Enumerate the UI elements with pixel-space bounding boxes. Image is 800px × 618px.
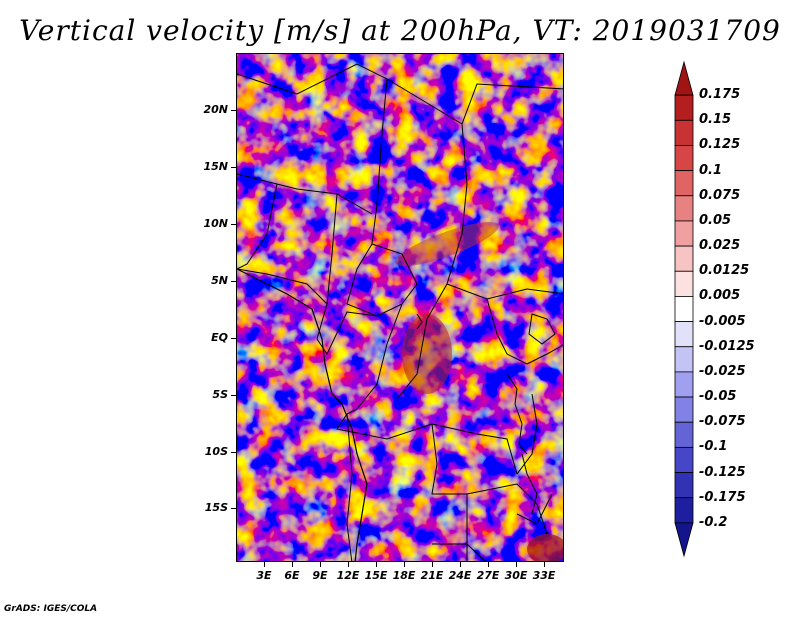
colorbar-label: -0.125 (699, 464, 746, 480)
grads-credit: GrADS: IGES/COLA (4, 604, 98, 614)
colorbar-label: 0.125 (699, 137, 741, 153)
colorbar-segment (674, 195, 694, 222)
lon-tick (544, 562, 545, 567)
colorbar-segment (674, 346, 694, 373)
lon-label-24e: 24E (448, 569, 472, 582)
lat-tick (231, 508, 236, 509)
lat-label-20n: 20N (203, 103, 228, 116)
lon-tick (488, 562, 489, 567)
colorbar-label: 0.05 (699, 212, 732, 228)
colorbar-label: -0.2 (699, 514, 728, 530)
lat-tick (231, 452, 236, 453)
lat-label-eq: EQ (211, 331, 228, 344)
lon-tick (432, 562, 433, 567)
colorbar-label: 0.075 (699, 187, 741, 203)
lat-label-5s: 5S (212, 388, 228, 401)
lon-tick (460, 562, 461, 567)
lat-label-15n: 15N (203, 160, 228, 173)
colorbar (674, 60, 694, 558)
colorbar-bottom-arrow (674, 522, 694, 558)
colorbar-segment (674, 321, 694, 348)
lat-tick (231, 281, 236, 282)
lat-label-10s: 10S (204, 445, 228, 458)
colorbar-segment (674, 421, 694, 448)
lon-label-33e: 33E (532, 569, 556, 582)
lat-tick (231, 110, 236, 111)
plot-title: Vertical velocity [m/s] at 200hPa, VT: 2… (19, 14, 781, 47)
lat-label-10n: 10N (203, 217, 228, 230)
lakes (416, 313, 556, 515)
colorbar-label: 0.1 (699, 162, 723, 178)
colorbar-segment (674, 270, 694, 297)
colorbar-segment (674, 119, 694, 146)
lon-tick (516, 562, 517, 567)
colorbar-segment (674, 396, 694, 423)
lat-label-5n: 5N (211, 274, 228, 287)
lon-label-12e: 12E (336, 569, 360, 582)
country-borders (237, 63, 563, 561)
lon-tick (376, 562, 377, 567)
lat-label-15s: 15S (204, 501, 228, 514)
colorbar-label: 0.005 (699, 288, 741, 304)
lat-tick (231, 338, 236, 339)
colorbar-label: 0.0125 (699, 263, 750, 279)
colorbar-label: -0.175 (699, 489, 746, 505)
updraft-patch (395, 222, 499, 266)
velocity-map (236, 53, 564, 562)
colorbar-label: -0.0125 (699, 338, 755, 354)
colorbar-top-arrow (674, 60, 694, 96)
velocity-field (237, 54, 563, 561)
colorbar-segment (674, 371, 694, 398)
colorbar-label: -0.075 (699, 414, 746, 430)
lon-label-3e: 3E (256, 569, 272, 582)
coastline (237, 268, 368, 561)
lon-tick (264, 562, 265, 567)
lon-tick (348, 562, 349, 567)
lon-label-30e: 30E (504, 569, 528, 582)
updraft-patch (527, 534, 563, 561)
lat-tick (231, 395, 236, 396)
colorbar-label: 0.025 (699, 238, 741, 254)
colorbar-segment (674, 245, 694, 272)
lon-label-6e: 6E (284, 569, 300, 582)
lat-tick (231, 224, 236, 225)
colorbar-label: 0.15 (699, 112, 732, 128)
lon-label-21e: 21E (420, 569, 444, 582)
lat-tick (231, 167, 236, 168)
colorbar-label: -0.1 (699, 439, 728, 455)
lon-tick (404, 562, 405, 567)
colorbar-segment (674, 446, 694, 473)
lon-label-15e: 15E (364, 569, 388, 582)
colorbar-label: -0.05 (699, 389, 737, 405)
colorbar-segment (674, 170, 694, 197)
colorbar-label: -0.005 (699, 313, 746, 329)
lon-tick (320, 562, 321, 567)
colorbar-segment (674, 296, 694, 322)
colorbar-segment (674, 497, 694, 524)
lon-label-18e: 18E (392, 569, 416, 582)
lon-label-27e: 27E (476, 569, 500, 582)
updraft-patch (402, 314, 452, 394)
colorbar-segment (674, 94, 694, 121)
colorbar-label: 0.175 (699, 87, 741, 103)
colorbar-segment (674, 472, 694, 499)
lon-tick (292, 562, 293, 567)
colorbar-segment (674, 145, 694, 172)
colorbar-label: -0.025 (699, 363, 746, 379)
lon-label-9e: 9E (312, 569, 328, 582)
colorbar-segment (674, 220, 694, 247)
